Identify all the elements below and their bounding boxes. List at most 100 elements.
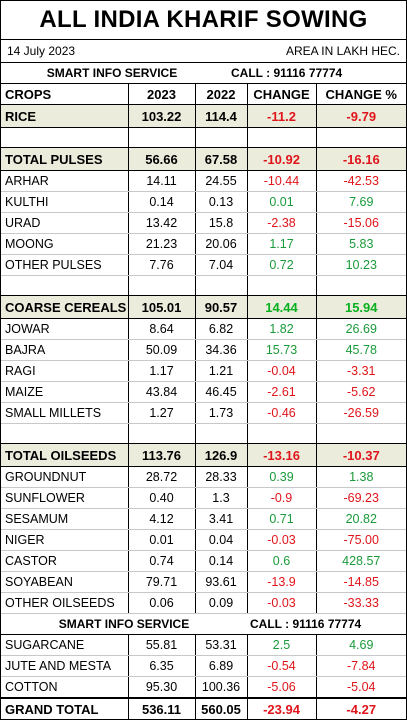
value-change-pct: 15.94 (316, 295, 406, 319)
table-row-niger: NIGER 0.01 0.04 -0.03 -75.00 (1, 529, 406, 551)
crop-name: BAJRA (1, 339, 129, 361)
value-2023: 536.11 (128, 697, 196, 720)
value-change: -10.92 (247, 147, 317, 171)
value-2023: 103.22 (128, 104, 196, 128)
value-2023: 8.64 (128, 318, 196, 340)
value-change: 1.82 (247, 318, 317, 340)
value-2022: 67.58 (195, 147, 248, 171)
spacer-row (1, 275, 406, 296)
value-change: -0.46 (247, 402, 317, 424)
value-2022: 0.09 (195, 592, 248, 614)
crop-name: URAD (1, 212, 129, 234)
table-row-small-millets: SMALL MILLETS 1.27 1.73 -0.46 -26.59 (1, 402, 406, 424)
value-change-pct: -10.37 (316, 443, 406, 467)
value-2023: 79.71 (128, 571, 196, 593)
value-change: 0.71 (247, 508, 317, 530)
value-2023: 0.06 (128, 592, 196, 614)
value-change-pct: 45.78 (316, 339, 406, 361)
value-change-pct: 4.69 (316, 634, 406, 656)
crop-name: SUNFLOWER (1, 487, 129, 509)
value-change: -23.94 (247, 697, 317, 720)
value-2023: 0.40 (128, 487, 196, 509)
service-banner: SMART INFO SERVICE CALL : 91116 77774 (1, 63, 406, 84)
table-row-rice: RICE 103.22 114.4 -11.2 -9.79 (1, 104, 406, 128)
value-change: 0.6 (247, 550, 317, 572)
value-2023: 55.81 (128, 634, 196, 656)
value-2022: 1.21 (195, 360, 248, 382)
table-row-coarse-cereals: COARSE CEREALS 105.01 90.57 14.44 15.94 (1, 295, 406, 319)
value-2022: 34.36 (195, 339, 248, 361)
table-row-kulthi: KULTHI 0.14 0.13 0.01 7.69 (1, 191, 406, 213)
value-2022: 20.06 (195, 233, 248, 255)
value-change: -0.03 (247, 529, 317, 551)
value-change-pct: 1.38 (316, 466, 406, 488)
table-row-arhar: ARHAR 14.11 24.55 -10.44 -42.53 (1, 170, 406, 192)
report-meta: 14 July 2023 AREA IN LAKH HEC. (1, 40, 406, 63)
value-2023: 6.35 (128, 655, 196, 677)
value-2022: 90.57 (195, 295, 248, 319)
value-change-pct: -69.23 (316, 487, 406, 509)
value-change: -2.38 (247, 212, 317, 234)
value-change-pct: -7.84 (316, 655, 406, 677)
value-change-pct: -15.06 (316, 212, 406, 234)
value-change-pct: 20.82 (316, 508, 406, 530)
crop-name: KULTHI (1, 191, 129, 213)
value-change: -0.03 (247, 592, 317, 614)
value-2022: 6.82 (195, 318, 248, 340)
value-change: -0.9 (247, 487, 317, 509)
spacer-row (1, 127, 406, 148)
value-2022: 28.33 (195, 466, 248, 488)
table-row-grand-total: GRAND TOTAL 536.11 560.05 -23.94 -4.27 (1, 697, 406, 720)
table-row-cotton: COTTON 95.30 100.36 -5.06 -5.04 (1, 676, 406, 699)
crop-name: RICE (1, 104, 129, 128)
value-2022: 24.55 (195, 170, 248, 192)
value-change-pct: 5.83 (316, 233, 406, 255)
value-2023: 50.09 (128, 339, 196, 361)
value-2023: 4.12 (128, 508, 196, 530)
value-2022: 126.9 (195, 443, 248, 467)
crop-name: SESAMUM (1, 508, 129, 530)
table-header-row: CROPS 2023 2022 CHANGE CHANGE % (1, 84, 406, 105)
crop-name: GRAND TOTAL (1, 697, 129, 720)
crop-name: MAIZE (1, 381, 129, 403)
value-change-pct: -75.00 (316, 529, 406, 551)
value-change-pct: -3.31 (316, 360, 406, 382)
table-row-jowar: JOWAR 8.64 6.82 1.82 26.69 (1, 318, 406, 340)
value-2023: 7.76 (128, 254, 196, 276)
value-change: -10.44 (247, 170, 317, 192)
value-change: 14.44 (247, 295, 317, 319)
table-row-other-pulses: OTHER PULSES 7.76 7.04 0.72 10.23 (1, 254, 406, 276)
value-2023: 0.14 (128, 191, 196, 213)
value-2022: 7.04 (195, 254, 248, 276)
value-2022: 46.45 (195, 381, 248, 403)
value-2022: 0.04 (195, 529, 248, 551)
value-change-pct: -16.16 (316, 147, 406, 171)
value-2023: 21.23 (128, 233, 196, 255)
value-change: 15.73 (247, 339, 317, 361)
value-2023: 56.66 (128, 147, 196, 171)
value-change: -13.9 (247, 571, 317, 593)
value-2023: 43.84 (128, 381, 196, 403)
value-2022: 53.31 (195, 634, 248, 656)
sowing-table: CROPS 2023 2022 CHANGE CHANGE % RICE 103… (1, 84, 406, 720)
value-change: -11.2 (247, 104, 317, 128)
crop-name: COTTON (1, 676, 129, 699)
crop-name: SOYABEAN (1, 571, 129, 593)
value-change-pct: -42.53 (316, 170, 406, 192)
value-2023: 95.30 (128, 676, 196, 699)
col-header-change: CHANGE (247, 84, 317, 105)
table-row-moong: MOONG 21.23 20.06 1.17 5.83 (1, 233, 406, 255)
value-2023: 0.74 (128, 550, 196, 572)
crop-name: SUGARCANE (1, 634, 129, 656)
service-name: SMART INFO SERVICE (46, 66, 178, 80)
table-row-other-oilseeds: OTHER OILSEEDS 0.06 0.09 -0.03 -33.33 (1, 592, 406, 614)
value-change-pct: 10.23 (316, 254, 406, 276)
col-header-crops: CROPS (1, 84, 129, 105)
value-2023: 13.42 (128, 212, 196, 234)
crop-name: CASTOR (1, 550, 129, 572)
value-2023: 1.17 (128, 360, 196, 382)
value-change: -2.61 (247, 381, 317, 403)
value-2022: 100.36 (195, 676, 248, 699)
value-2022: 114.4 (195, 104, 248, 128)
